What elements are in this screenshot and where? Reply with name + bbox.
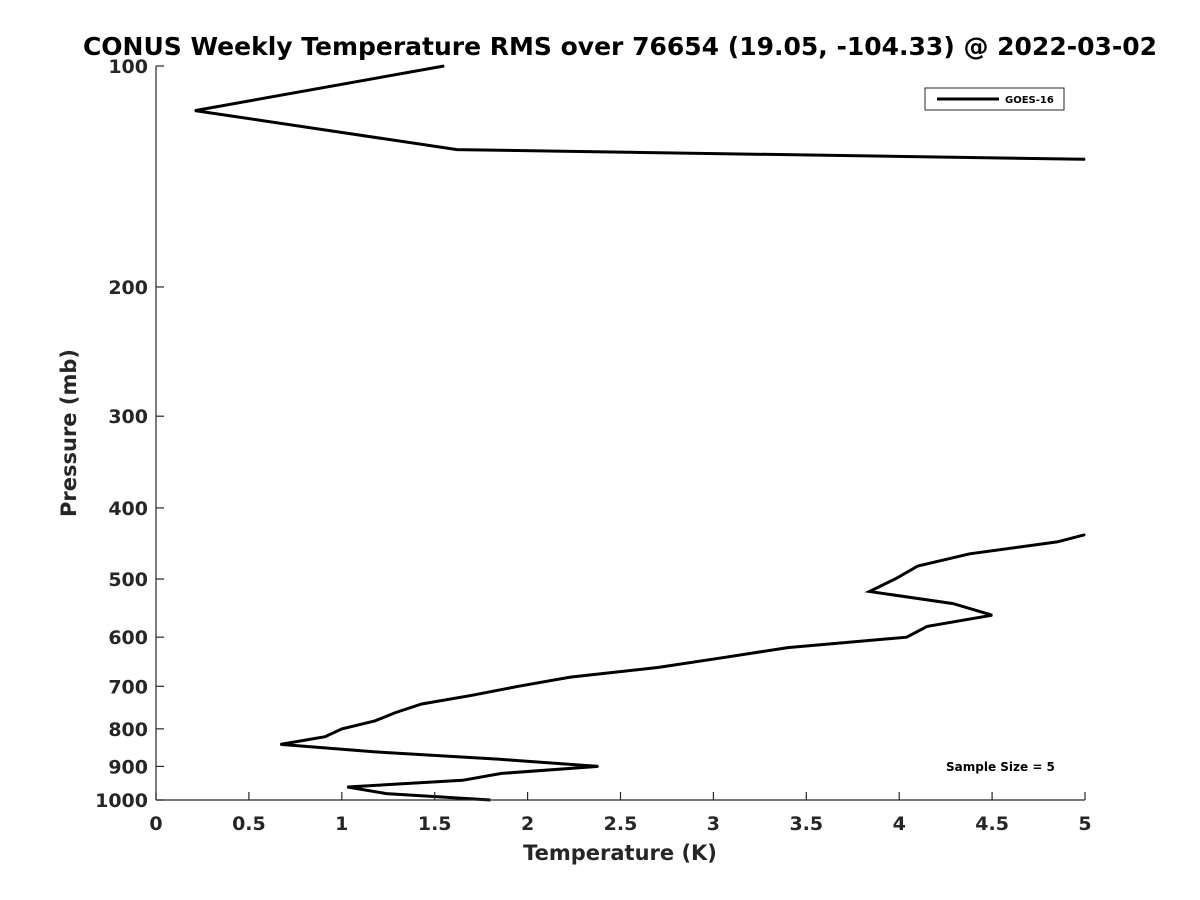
data-point (443, 65, 445, 67)
data-point (917, 565, 919, 567)
y-tick-label: 200 (108, 277, 148, 299)
y-tick-label: 600 (108, 627, 148, 649)
data-point (456, 149, 458, 151)
x-tick-label: 1 (335, 813, 348, 835)
data-point (896, 577, 898, 579)
data-point (1084, 534, 1086, 536)
y-tick-label: 100 (108, 56, 148, 78)
sample-size-annotation: Sample Size = 5 (946, 760, 1055, 774)
data-point (517, 685, 519, 687)
plot-area: 0 0.5 1 1.5 2 2.5 3 3.5 4 4.5 5 100 200 300 400 500 600… (95, 56, 1092, 835)
data-point (657, 666, 659, 669)
y-axis-label: Pressure (mb) (57, 349, 81, 517)
legend: GOES-16 (924, 87, 1065, 111)
x-tick-label: 0.5 (232, 813, 266, 835)
data-point (906, 636, 908, 638)
x-tick-label: 4.5 (975, 813, 1009, 835)
y-tick-label: 700 (108, 676, 148, 698)
data-point (597, 765, 599, 768)
data-point (1084, 158, 1086, 160)
data-point (569, 676, 571, 678)
data-point (421, 703, 423, 705)
series-line-goes-16-segment-2 (280, 533, 1086, 802)
chart-title: CONUS Weekly Temperature RMS over 76654 … (83, 32, 1157, 61)
data-point (471, 694, 473, 696)
x-tick-label: 3.5 (789, 813, 823, 835)
data-point (991, 614, 993, 616)
series-line-goes-16-segment-1 (194, 64, 1086, 161)
data-point (501, 772, 503, 775)
data-point (346, 786, 348, 788)
x-tick-label: 4 (893, 813, 906, 835)
legend-label-goes-16: GOES-16 (1005, 95, 1054, 106)
data-point (279, 743, 282, 746)
data-point (868, 590, 871, 593)
data-point (324, 736, 326, 738)
data-point (787, 647, 789, 649)
x-tick-label: 3 (707, 813, 720, 835)
data-point (462, 779, 464, 781)
x-tick-label: 5 (1078, 813, 1091, 835)
y-tick-label: 800 (108, 719, 148, 741)
y-tick-label: 300 (108, 406, 148, 428)
data-point (374, 720, 376, 722)
data-point (969, 553, 971, 555)
x-ticks: 0 0.5 1 1.5 2 2.5 3 3.5 4 4.5 5 (149, 792, 1092, 835)
x-tick-label: 1.5 (418, 813, 452, 835)
x-axis-label: Temperature (K) (523, 841, 717, 865)
y-tick-label: 900 (108, 756, 148, 778)
y-tick-label: 400 (108, 498, 148, 520)
data-point (374, 751, 376, 753)
data-point (385, 793, 387, 795)
data-point (722, 657, 724, 659)
y-ticks: 100 200 300 400 500 600 700 800 900 1000 (95, 56, 164, 812)
data-point (952, 603, 954, 605)
data-point (926, 625, 928, 628)
data-point (1056, 541, 1058, 543)
data-point (194, 110, 196, 112)
x-tick-label: 0 (149, 813, 162, 835)
data-point (395, 711, 397, 714)
y-tick-label: 1000 (95, 790, 148, 812)
y-tick-label: 500 (108, 569, 148, 591)
series-layer (194, 64, 1086, 802)
x-tick-label: 2 (521, 813, 534, 835)
x-tick-label: 2.5 (604, 813, 638, 835)
data-point (341, 728, 343, 730)
data-point (499, 758, 501, 760)
